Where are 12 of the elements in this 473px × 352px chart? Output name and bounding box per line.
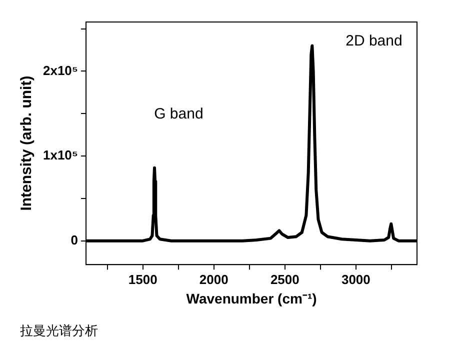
x-tick-label: 3000 bbox=[341, 272, 370, 287]
x-tick-label: 2500 bbox=[270, 272, 300, 287]
annotation: G band bbox=[154, 105, 204, 122]
annotation: 2D band bbox=[346, 32, 402, 50]
y-tick-label: 0 bbox=[70, 232, 78, 248]
y-tick-label: 2x10⁵ bbox=[42, 62, 78, 78]
y-tick-label: 1x10⁵ bbox=[42, 148, 78, 163]
x-tick-label: 2000 bbox=[199, 272, 228, 287]
x-tick-label: 1500 bbox=[128, 272, 158, 287]
text: 拉曼光谱分析 bbox=[20, 322, 99, 340]
y-axis-title: Intensity (arb. unit) bbox=[18, 76, 36, 211]
x-axis-title: Wavenumber (cm⁻¹) bbox=[186, 290, 317, 306]
